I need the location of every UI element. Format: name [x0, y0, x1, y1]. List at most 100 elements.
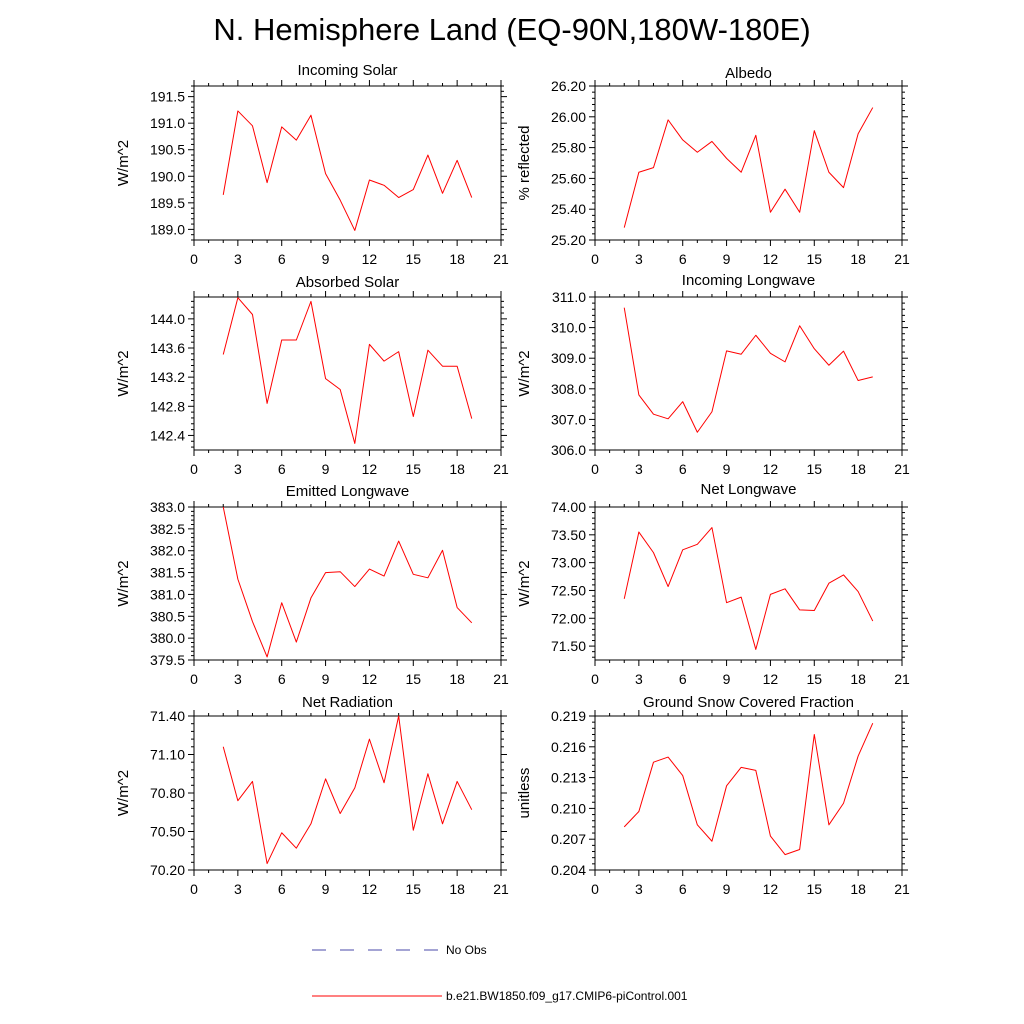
- panel-1-ytick-label: 191.5: [150, 89, 185, 105]
- panel-5-xtick-label: 18: [449, 671, 465, 687]
- panel-1-ytick-label: 190.0: [150, 168, 185, 184]
- panel-7-frame: [193, 715, 502, 871]
- panel-4-xtick-label: 18: [850, 461, 866, 477]
- panel-5-ytick-label: 381.5: [150, 565, 185, 581]
- panel-2-frame: [594, 85, 903, 241]
- panel-4-xtick-label: 21: [894, 461, 910, 477]
- panel-8-ytick-label: 0.219: [551, 708, 586, 724]
- panel-2-ytick-label: 25.20: [551, 232, 586, 248]
- panel-5-xtick-label: 15: [405, 671, 421, 687]
- panel-7-xtick-label: 15: [405, 881, 421, 897]
- panel-1-ytick-label: 191.0: [150, 115, 185, 131]
- panel-6-ylabel: W/m^2: [516, 560, 533, 606]
- panel-3-ytick-label: 143.2: [150, 369, 185, 385]
- panel-2-xtick-label: 21: [894, 251, 910, 267]
- panel-7-xtick-label: 12: [362, 881, 378, 897]
- panel-5-ytick-label: 382.5: [150, 521, 185, 537]
- panel-1-xtick-label: 3: [234, 251, 242, 267]
- panel-7-ytick-label: 71.40: [150, 708, 185, 724]
- panel-8-ytick-label: 0.204: [551, 862, 586, 878]
- panel-4-ytick-label: 307.0: [551, 411, 586, 427]
- panel-8-ytick-label: 0.216: [551, 739, 586, 755]
- panel-5-title: Emitted Longwave: [286, 483, 409, 500]
- panel-1-series-line: [222, 110, 473, 231]
- panel-6-xtick-label: 9: [723, 671, 731, 687]
- panel-6-ytick-label: 72.00: [551, 610, 586, 626]
- panel-6-xtick-label: 0: [591, 671, 599, 687]
- panel-2-xtick-label: 18: [850, 251, 866, 267]
- panel-6-xtick-label: 6: [679, 671, 687, 687]
- panel-8: Ground Snow Covered Fraction 0 3 6 9 12 15 18 21…: [516, 694, 910, 897]
- panel-2-ytick-label: 26.00: [551, 109, 586, 125]
- panels: Incoming Solar 0 3 6 9 12 15 18 21 189.0 189.5 190.…: [115, 62, 910, 897]
- panel-5-ytick-label: 383.0: [150, 499, 185, 515]
- panel-7-xtick-label: 21: [493, 881, 509, 897]
- panel-1-ytick-label: 189.5: [150, 195, 185, 211]
- panel-2-ytick-label: 25.60: [551, 170, 586, 186]
- panel-4-frame: [594, 296, 903, 451]
- panel-8-ytick-label: 0.213: [551, 770, 586, 786]
- panel-8-ylabel: unitless: [516, 768, 533, 819]
- panel-2-xtick-label: 9: [723, 251, 731, 267]
- panel-1-frame: [193, 85, 502, 241]
- panel-4-ytick-label: 310.0: [551, 320, 586, 336]
- panel-4-xtick-label: 0: [591, 461, 599, 477]
- panel-7-ylabel: W/m^2: [115, 770, 132, 816]
- panel-8-xtick-label: 0: [591, 881, 599, 897]
- panel-3-ytick-label: 142.8: [150, 398, 185, 414]
- panel-5: Emitted Longwave 0 3 6 9 12 15 18 21 379.5 380.0 38…: [115, 483, 509, 687]
- panel-2-xtick-label: 3: [635, 251, 643, 267]
- panel-5-xtick-label: 9: [322, 671, 330, 687]
- panel-4-xtick-label: 6: [679, 461, 687, 477]
- panel-2-xtick-label: 12: [763, 251, 779, 267]
- panel-2-title: Albedo: [725, 65, 772, 82]
- panel-8-ytick-label: 0.207: [551, 831, 586, 847]
- panel-7-ytick-label: 70.80: [150, 785, 185, 801]
- panel-3-xtick-label: 21: [493, 461, 509, 477]
- panel-1-xtick-label: 12: [362, 251, 378, 267]
- panel-6-ytick-label: 74.00: [551, 499, 586, 515]
- panel-4-ytick-label: 311.0: [552, 289, 586, 305]
- panel-4-xtick-label: 9: [723, 461, 731, 477]
- panel-2-ylabel: % reflected: [516, 125, 533, 200]
- panel-2-xtick-label: 6: [679, 251, 687, 267]
- panel-6-ytick-label: 72.50: [551, 582, 586, 598]
- panel-7-xtick-label: 3: [234, 881, 242, 897]
- legend: No Obs b.e21.BW1850.f09_g17.CMIP6-piCont…: [312, 943, 688, 1003]
- panel-5-xtick-label: 6: [278, 671, 286, 687]
- panel-8-xtick-label: 3: [635, 881, 643, 897]
- panel-4-series-line: [623, 307, 873, 433]
- panel-6-ytick-label: 73.50: [551, 527, 586, 543]
- panel-8-xtick-label: 9: [723, 881, 731, 897]
- panel-2-series-line: [623, 107, 874, 228]
- panel-3-frame: [193, 296, 502, 451]
- panel-5-ytick-label: 379.5: [150, 652, 185, 668]
- panel-3-series-line: [222, 297, 473, 444]
- panel-5-xtick-label: 3: [234, 671, 242, 687]
- panel-3-title: Absorbed Solar: [296, 274, 399, 291]
- panel-8-xtick-label: 18: [850, 881, 866, 897]
- panel-8-title: Ground Snow Covered Fraction: [643, 694, 854, 711]
- panel-7-xtick-label: 9: [322, 881, 330, 897]
- panel-3-xtick-label: 3: [234, 461, 242, 477]
- panel-1: Incoming Solar 0 3 6 9 12 15 18 21 189.0 189.5 190.…: [115, 62, 509, 267]
- panel-4-xtick-label: 12: [763, 461, 779, 477]
- panel-6-xtick-label: 12: [763, 671, 779, 687]
- panel-1-title: Incoming Solar: [297, 62, 397, 79]
- panel-2-ytick-label: 26.20: [551, 78, 586, 94]
- panel-5-ytick-label: 381.0: [150, 586, 185, 602]
- legend-label-model: b.e21.BW1850.f09_g17.CMIP6-piControl.001: [446, 989, 688, 1003]
- panel-6-xtick-label: 21: [894, 671, 910, 687]
- panel-4: Incoming Longwave 0 3 6 9 12 15 18 21 306.0 307.0 3…: [516, 272, 910, 477]
- panel-8-ytick-label: 0.210: [551, 800, 586, 816]
- panel-1-ytick-label: 190.5: [150, 142, 185, 158]
- panel-3-ylabel: W/m^2: [115, 350, 132, 396]
- panel-5-ytick-label: 382.0: [150, 543, 185, 559]
- panel-4-title: Incoming Longwave: [682, 272, 815, 289]
- panel-5-series-line: [222, 506, 473, 658]
- panel-3-xtick-label: 0: [190, 461, 198, 477]
- panel-5-ytick-label: 380.5: [150, 608, 185, 624]
- panel-4-xtick-label: 3: [635, 461, 643, 477]
- panel-7-ytick-label: 70.20: [150, 862, 185, 878]
